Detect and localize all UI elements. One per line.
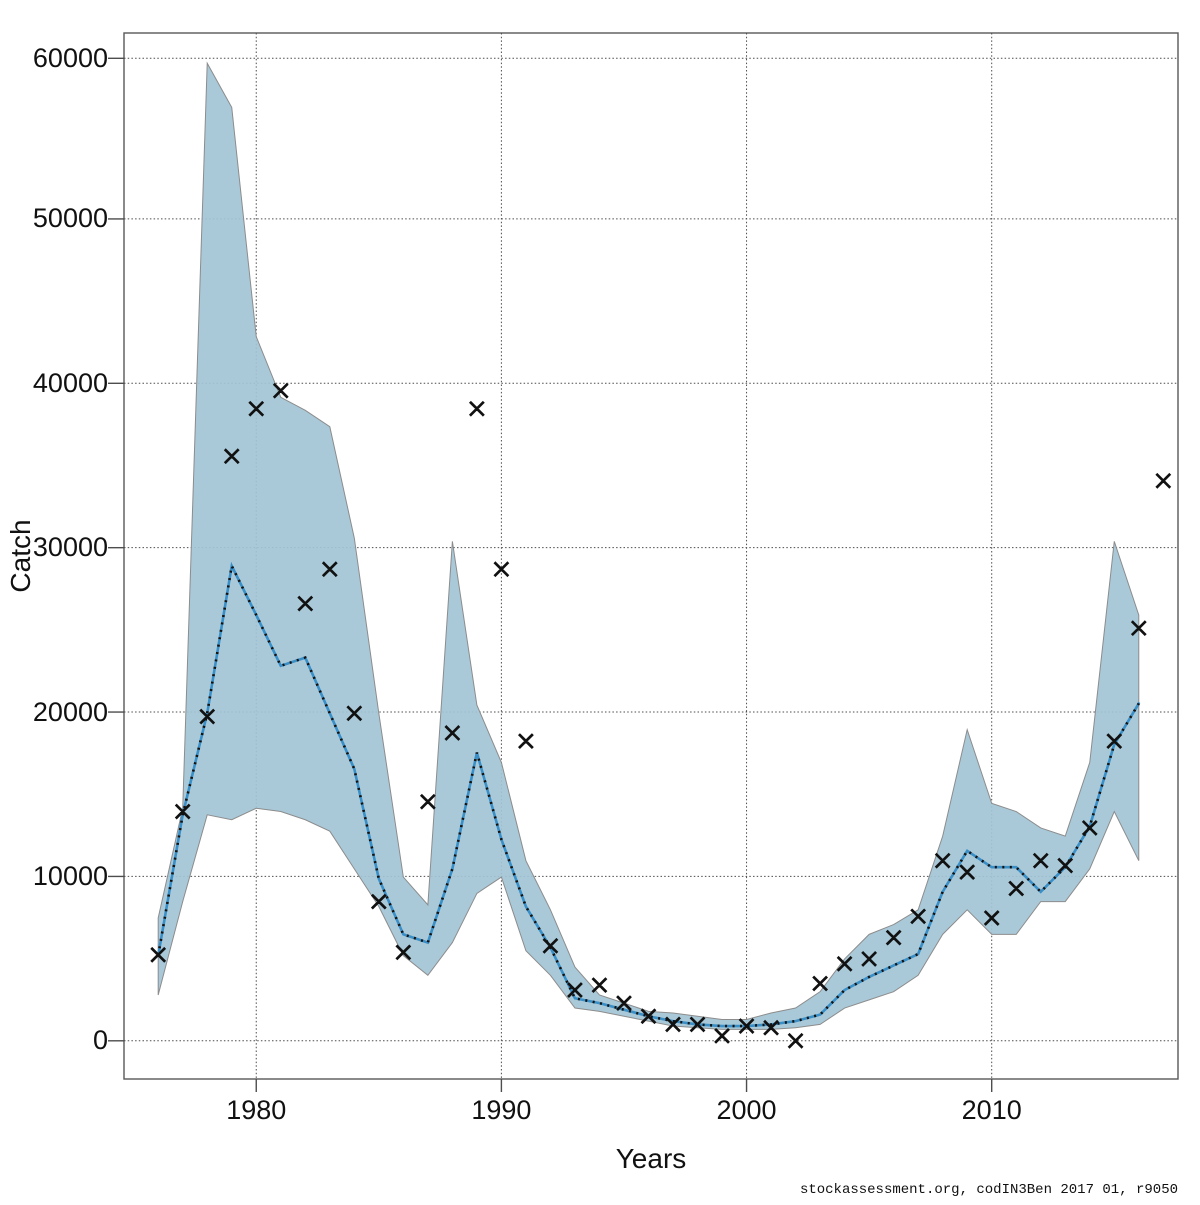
svg-text:30000: 30000: [33, 532, 108, 562]
svg-text:1980: 1980: [226, 1095, 286, 1125]
svg-text:40000: 40000: [33, 368, 108, 398]
svg-text:20000: 20000: [33, 697, 108, 727]
svg-text:stockassessment.org, codIN3Ben: stockassessment.org, codIN3Ben 2017 01, …: [800, 1182, 1178, 1198]
svg-text:1990: 1990: [471, 1095, 531, 1125]
svg-text:60000: 60000: [33, 43, 108, 73]
svg-text:Years: Years: [616, 1143, 687, 1174]
svg-text:10000: 10000: [33, 861, 108, 891]
svg-text:Catch: Catch: [5, 519, 36, 592]
svg-text:2000: 2000: [717, 1095, 777, 1125]
svg-text:2010: 2010: [962, 1095, 1022, 1125]
svg-text:0: 0: [93, 1025, 108, 1055]
svg-text:50000: 50000: [33, 203, 108, 233]
